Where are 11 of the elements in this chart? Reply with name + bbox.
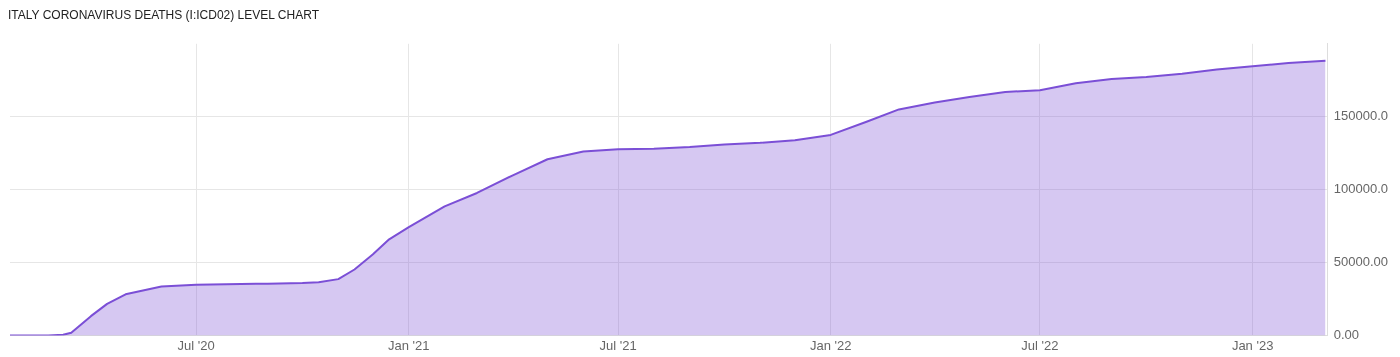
chart-title: ITALY CORONAVIRUS DEATHS (I:ICD02) LEVEL CHART <box>8 8 319 22</box>
x-tick-label: Jul '21 <box>599 337 637 353</box>
x-tick-label: Jan '23 <box>1231 337 1274 353</box>
x-tick-label: Jan '21 <box>388 337 430 353</box>
y-tick-label: 50000.00 <box>1333 254 1389 270</box>
y-tick-label: 0.00 <box>1333 326 1360 342</box>
y-tick-label: 100000.0 <box>1333 181 1389 197</box>
x-tick-label: Jul '22 <box>1021 337 1059 353</box>
x-tick-label: Jan '22 <box>809 337 852 353</box>
y-tick-label: 150000.0 <box>1333 108 1389 124</box>
x-tick-label: Jul '20 <box>177 337 215 353</box>
